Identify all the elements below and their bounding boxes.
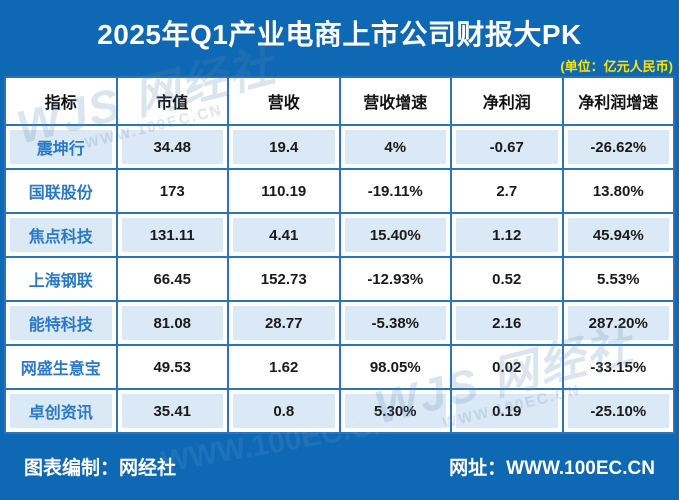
cell-net-profit-growth: -26.62% bbox=[561, 124, 675, 170]
cell-revenue: 4.41 bbox=[227, 212, 341, 258]
column-header-net-profit: 净利润 bbox=[450, 76, 564, 126]
cell-market-cap: 35.41 bbox=[115, 388, 229, 434]
page-title: 2025年Q1产业电商上市公司财报大PK bbox=[97, 19, 582, 50]
cell-net-profit: 2.7 bbox=[450, 168, 564, 214]
cell-market-cap: 66.45 bbox=[115, 256, 229, 302]
cell-net-profit-growth: -25.10% bbox=[561, 388, 675, 434]
footer-url: 网址：WWW.100EC.CN bbox=[449, 457, 655, 479]
cell-revenue: 19.4 bbox=[227, 124, 341, 170]
table-row: 上海钢联 66.45 152.73 -12.93% 0.52 5.53% bbox=[4, 256, 675, 302]
column-header-indicator: 指标 bbox=[4, 76, 118, 126]
cell-market-cap: 173 bbox=[115, 168, 229, 214]
table-row: 卓创资讯 35.41 0.8 5.30% 0.19 -25.10% bbox=[4, 388, 675, 434]
cell-net-profit: 1.12 bbox=[450, 212, 564, 258]
column-header-revenue-growth: 营收增速 bbox=[338, 76, 452, 126]
column-header-net-profit-growth: 净利润增速 bbox=[561, 76, 675, 126]
footer-credit: 图表编制：网经社 bbox=[24, 457, 177, 479]
cell-net-profit-growth: 13.80% bbox=[561, 168, 675, 214]
unit-note: (单位：亿元人民币) bbox=[560, 59, 673, 74]
cell-revenue-growth: -12.93% bbox=[338, 256, 452, 302]
company-name-cell: 焦点科技 bbox=[4, 212, 118, 258]
cell-revenue: 28.77 bbox=[227, 300, 341, 346]
column-header-revenue: 营收 bbox=[227, 76, 341, 126]
cell-market-cap: 34.48 bbox=[115, 124, 229, 170]
table-row: 国联股份 173 110.19 -19.11% 2.7 13.80% bbox=[4, 168, 675, 214]
cell-net-profit-growth: 45.94% bbox=[561, 212, 675, 258]
cell-revenue: 110.19 bbox=[227, 168, 341, 214]
company-name-cell: 能特科技 bbox=[4, 300, 118, 346]
cell-market-cap: 49.53 bbox=[115, 344, 229, 390]
cell-net-profit: 0.02 bbox=[450, 344, 564, 390]
cell-revenue-growth: 98.05% bbox=[338, 344, 452, 390]
column-header-market-cap: 市值 bbox=[115, 76, 229, 126]
financial-table: 指标 市值 营收 营收增速 净利润 净利润增速 震坤行 34.48 19.4 4… bbox=[4, 76, 675, 434]
table-area: 指标 市值 营收 营收增速 净利润 净利润增速 震坤行 34.48 19.4 4… bbox=[4, 39, 675, 434]
cell-net-profit-growth: 287.20% bbox=[561, 300, 675, 346]
company-name-cell: 震坤行 bbox=[4, 124, 118, 170]
company-name-cell: 上海钢联 bbox=[4, 256, 118, 302]
table-row: 网盛生意宝 49.53 1.62 98.05% 0.02 -33.15% bbox=[4, 344, 675, 390]
cell-net-profit-growth: 5.53% bbox=[561, 256, 675, 302]
cell-revenue: 1.62 bbox=[227, 344, 341, 390]
cell-revenue-growth: 4% bbox=[338, 124, 452, 170]
header-band: 2025年Q1产业电商上市公司财报大PK (单位：亿元人民币) bbox=[0, 0, 679, 76]
cell-market-cap: 131.11 bbox=[115, 212, 229, 258]
cell-net-profit-growth: -33.15% bbox=[561, 344, 675, 390]
cell-revenue: 152.73 bbox=[227, 256, 341, 302]
header-row: 指标 市值 营收 营收增速 净利润 净利润增速 bbox=[4, 76, 675, 126]
table-row: 震坤行 34.48 19.4 4% -0.67 -26.62% bbox=[4, 124, 675, 170]
cell-net-profit: 2.16 bbox=[450, 300, 564, 346]
cell-net-profit: 0.52 bbox=[450, 256, 564, 302]
cell-revenue-growth: -19.11% bbox=[338, 168, 452, 214]
cell-revenue: 0.8 bbox=[227, 388, 341, 434]
company-name-cell: 国联股份 bbox=[4, 168, 118, 214]
cell-revenue-growth: 5.30% bbox=[338, 388, 452, 434]
cell-market-cap: 81.08 bbox=[115, 300, 229, 346]
company-name-cell: 卓创资讯 bbox=[4, 388, 118, 434]
footer-bar: 图表编制：网经社 网址：WWW.100EC.CN bbox=[0, 432, 679, 500]
company-name-cell: 网盛生意宝 bbox=[4, 344, 118, 390]
cell-net-profit: -0.67 bbox=[450, 124, 564, 170]
cell-revenue-growth: 15.40% bbox=[338, 212, 452, 258]
cell-net-profit: 0.19 bbox=[450, 388, 564, 434]
cell-revenue-growth: -5.38% bbox=[338, 300, 452, 346]
table-row: 焦点科技 131.11 4.41 15.40% 1.12 45.94% bbox=[4, 212, 675, 258]
table-row: 能特科技 81.08 28.77 -5.38% 2.16 287.20% bbox=[4, 300, 675, 346]
